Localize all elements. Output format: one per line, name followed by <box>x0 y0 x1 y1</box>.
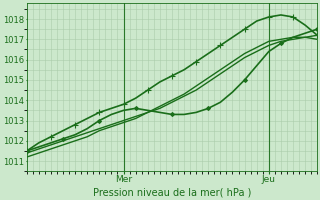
X-axis label: Pression niveau de la mer( hPa ): Pression niveau de la mer( hPa ) <box>93 187 251 197</box>
